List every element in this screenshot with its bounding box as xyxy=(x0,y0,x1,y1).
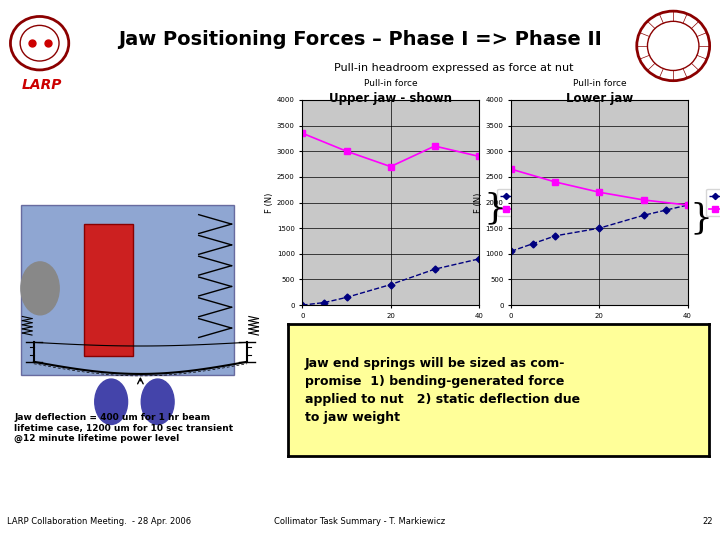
Text: Jaw Positioning Forces – Phase I => Phase II: Jaw Positioning Forces – Phase I => Phas… xyxy=(118,30,602,49)
Circle shape xyxy=(21,262,59,315)
X-axis label: x (mm): x (mm) xyxy=(584,325,615,333)
FancyBboxPatch shape xyxy=(84,224,133,356)
Fn xyxy=(529,240,538,247)
Fres xyxy=(431,143,439,150)
Text: Pull-in force: Pull-in force xyxy=(573,79,626,88)
Fn xyxy=(474,256,483,262)
Fres xyxy=(298,130,307,137)
Fres xyxy=(387,163,395,170)
Fres xyxy=(551,179,559,185)
Fn xyxy=(298,302,307,308)
Y-axis label: F (N): F (N) xyxy=(474,192,483,213)
X-axis label: x (mm): x (mm) xyxy=(375,325,406,333)
Legend: Fn, Fres: Fn, Fres xyxy=(706,188,720,217)
Text: Collimator Task Summary - T. Markiewicz: Collimator Task Summary - T. Markiewicz xyxy=(274,517,446,526)
Y-axis label: F (N): F (N) xyxy=(265,192,274,213)
Circle shape xyxy=(141,379,174,424)
Fn xyxy=(683,202,692,208)
Fn xyxy=(639,212,648,219)
Fn xyxy=(661,207,670,213)
Text: Lower jaw: Lower jaw xyxy=(566,92,634,105)
Text: LARP: LARP xyxy=(22,78,62,92)
Text: Upper jaw - shown: Upper jaw - shown xyxy=(330,92,452,105)
Line: Fres: Fres xyxy=(508,166,690,208)
Fres xyxy=(639,197,648,203)
Text: Pull-in headroom expressed as force at nut: Pull-in headroom expressed as force at n… xyxy=(334,63,573,73)
Fn xyxy=(320,299,329,306)
Fn xyxy=(431,266,439,272)
Fn xyxy=(387,281,395,288)
Fres xyxy=(342,148,351,154)
Fn xyxy=(507,248,516,254)
Fres xyxy=(683,202,692,208)
Text: }: } xyxy=(484,191,507,225)
Fres xyxy=(507,166,516,172)
FancyBboxPatch shape xyxy=(21,205,234,375)
Line: Fn: Fn xyxy=(300,256,481,308)
Line: Fn: Fn xyxy=(509,202,690,254)
Fn xyxy=(342,294,351,301)
Legend: Fn, Fres: Fn, Fres xyxy=(498,188,536,217)
Text: 22: 22 xyxy=(702,517,713,526)
Text: }: } xyxy=(690,202,713,235)
Text: Jaw end springs will be sized as com-
promise  1) bending-generated force
applie: Jaw end springs will be sized as com- pr… xyxy=(305,356,580,424)
Text: Pull-in force: Pull-in force xyxy=(364,79,418,88)
Fres xyxy=(595,189,603,195)
Circle shape xyxy=(95,379,127,424)
Fn xyxy=(595,225,603,231)
Line: Fres: Fres xyxy=(300,130,482,170)
Text: LARP Collaboration Meeting.  - 28 Apr. 2006: LARP Collaboration Meeting. - 28 Apr. 20… xyxy=(7,517,192,526)
Fres xyxy=(474,153,483,160)
Text: Jaw deflection = 400 um for 1 hr beam
lifetime case, 1200 um for 10 sec transien: Jaw deflection = 400 um for 1 hr beam li… xyxy=(14,413,233,443)
Fn xyxy=(551,233,559,239)
